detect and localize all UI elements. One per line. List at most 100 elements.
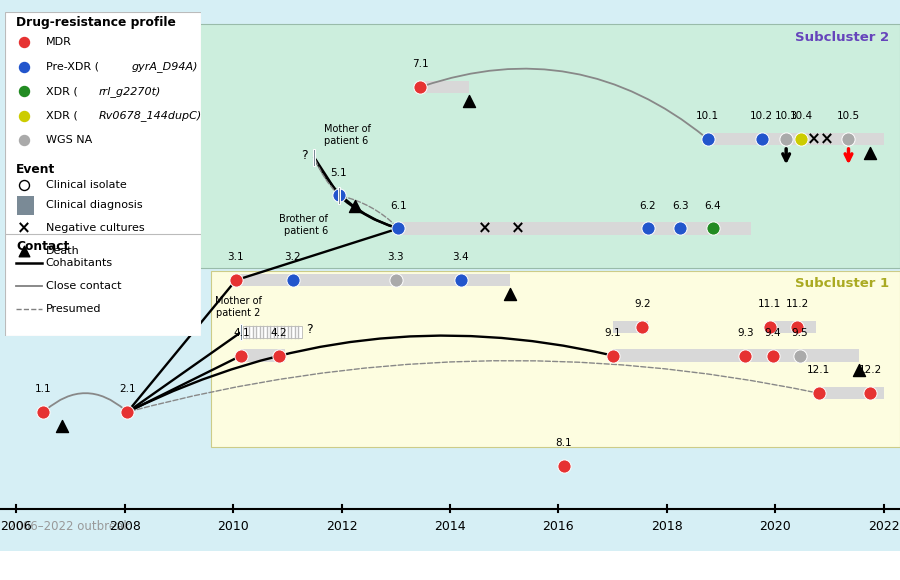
Bar <box>243 326 302 338</box>
Text: Mother of
patient 6: Mother of patient 6 <box>324 124 371 146</box>
FancyBboxPatch shape <box>4 12 201 235</box>
Text: XDR (: XDR ( <box>46 111 77 121</box>
Point <box>55 422 69 431</box>
Text: 2.1: 2.1 <box>119 384 136 394</box>
Text: 2006–2022 outbreak: 2006–2022 outbreak <box>8 520 130 534</box>
Text: 2014: 2014 <box>434 520 466 534</box>
Point <box>778 135 793 144</box>
Point <box>272 351 286 360</box>
Bar <box>707 133 884 145</box>
Text: 3.3: 3.3 <box>388 252 404 262</box>
Bar <box>17 196 34 215</box>
Point <box>635 322 650 332</box>
Text: Negative cultures: Negative cultures <box>46 223 144 233</box>
Point <box>17 135 32 144</box>
Point <box>673 224 688 233</box>
Text: ×: × <box>478 219 492 237</box>
Point <box>852 365 867 374</box>
Text: 2008: 2008 <box>109 520 140 534</box>
Point <box>454 276 468 285</box>
Text: ×: × <box>17 219 32 237</box>
Point <box>348 201 363 211</box>
Point <box>121 407 135 416</box>
Text: ?: ? <box>302 149 308 162</box>
Text: 6.4: 6.4 <box>705 201 721 211</box>
Text: 2010: 2010 <box>217 520 249 534</box>
Text: 3.2: 3.2 <box>284 252 302 262</box>
Text: 2020: 2020 <box>760 520 791 534</box>
Bar <box>613 321 648 334</box>
Point <box>842 135 856 144</box>
Text: 10.3: 10.3 <box>775 111 797 121</box>
Point <box>413 82 428 92</box>
Text: gyrA_D94A): gyrA_D94A) <box>132 61 199 72</box>
Point <box>285 276 300 285</box>
Text: 11.1: 11.1 <box>759 299 781 309</box>
Text: ×: × <box>821 130 834 148</box>
Point <box>17 38 32 47</box>
Text: 8.1: 8.1 <box>555 438 572 448</box>
Text: 10.5: 10.5 <box>837 111 860 121</box>
Text: Cohabitants: Cohabitants <box>46 258 112 269</box>
Text: 6.3: 6.3 <box>672 201 688 211</box>
Text: Subcluster 1: Subcluster 1 <box>795 277 889 290</box>
Text: 2022: 2022 <box>868 520 899 534</box>
Point <box>790 322 805 332</box>
Text: 11.2: 11.2 <box>786 299 808 309</box>
Text: ×: × <box>807 130 822 148</box>
Text: 10.4: 10.4 <box>790 111 813 121</box>
Text: 9.1: 9.1 <box>604 328 621 338</box>
Text: Brother of
patient 6: Brother of patient 6 <box>279 214 328 236</box>
Bar <box>338 187 340 204</box>
Point <box>36 407 50 416</box>
Text: Rv0678_144dupC): Rv0678_144dupC) <box>99 110 202 121</box>
Point <box>234 351 248 360</box>
Point <box>392 224 406 233</box>
Point <box>765 351 779 360</box>
Text: 1.1: 1.1 <box>35 384 51 394</box>
Text: 2018: 2018 <box>651 520 683 534</box>
Text: Event: Event <box>16 162 56 176</box>
Text: Mother of
patient 2: Mother of patient 2 <box>215 296 262 318</box>
Text: 3.1: 3.1 <box>228 252 244 262</box>
Bar <box>770 321 816 334</box>
Text: 4.1: 4.1 <box>233 328 249 338</box>
Text: Clinical isolate: Clinical isolate <box>46 180 127 190</box>
Point <box>332 191 347 200</box>
Point <box>229 276 243 285</box>
Point <box>17 181 32 190</box>
Point <box>17 62 32 71</box>
Text: 12.1: 12.1 <box>807 365 831 375</box>
Text: 10.2: 10.2 <box>751 111 773 121</box>
Point <box>738 351 752 360</box>
Text: 6.1: 6.1 <box>391 201 407 211</box>
Bar <box>613 349 860 362</box>
Text: 2006: 2006 <box>0 520 32 534</box>
Text: 2016: 2016 <box>543 520 574 534</box>
Point <box>754 135 769 144</box>
Point <box>812 389 826 398</box>
Text: 5.1: 5.1 <box>330 168 347 177</box>
Point <box>389 276 403 285</box>
Text: Pre-XDR (: Pre-XDR ( <box>46 62 99 72</box>
Text: 10.1: 10.1 <box>696 111 719 121</box>
Point <box>793 351 807 360</box>
Bar <box>313 149 315 166</box>
Text: Drug-resistance profile: Drug-resistance profile <box>16 16 176 30</box>
Text: ×: × <box>511 219 525 237</box>
Bar <box>420 81 469 93</box>
Point <box>706 224 720 233</box>
Text: 4.2: 4.2 <box>271 328 287 338</box>
Text: 6.2: 6.2 <box>640 201 656 211</box>
Point <box>863 148 878 158</box>
Point <box>700 135 715 144</box>
Text: WGS NA: WGS NA <box>46 135 92 145</box>
Text: 7.1: 7.1 <box>412 59 428 69</box>
Point <box>17 111 32 120</box>
Text: Contact: Contact <box>16 240 69 253</box>
Bar <box>212 271 900 447</box>
Text: 9.5: 9.5 <box>791 328 808 338</box>
Text: 12.2: 12.2 <box>859 365 882 375</box>
Point <box>557 462 572 471</box>
Text: Close contact: Close contact <box>46 281 122 291</box>
